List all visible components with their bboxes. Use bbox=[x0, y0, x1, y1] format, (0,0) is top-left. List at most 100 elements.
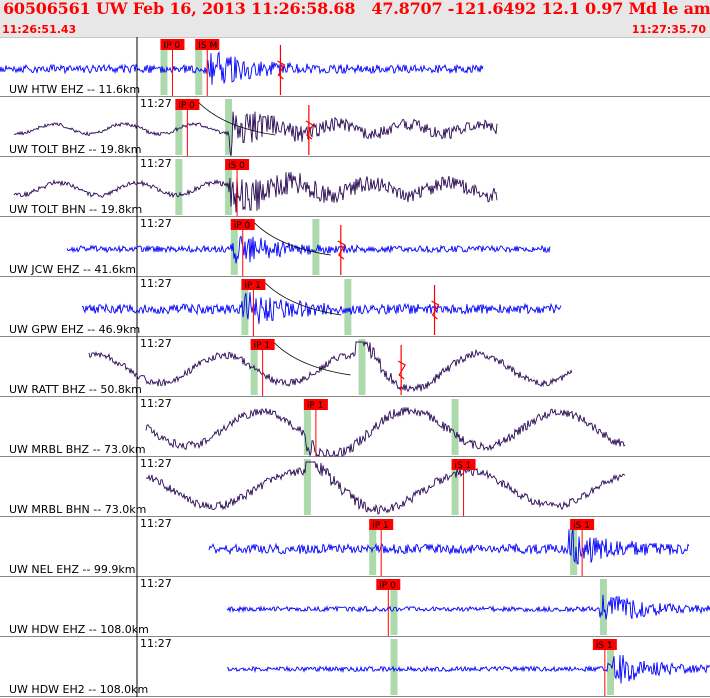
phase-pick[interactable]: iS 1 bbox=[451, 459, 476, 516]
pick-window bbox=[390, 639, 398, 695]
pick-label: iP 0 bbox=[178, 101, 195, 111]
minute-label: 11:27 bbox=[140, 397, 172, 410]
trace-row[interactable]: 11:27 iP 0 UW JCW EHZ -- 41.6km bbox=[0, 217, 710, 277]
phase-pick[interactable]: iP 0 bbox=[230, 219, 255, 276]
red-spike-wiggle bbox=[277, 60, 286, 80]
phase-pick[interactable]: iP 1 bbox=[369, 519, 394, 576]
station-label: UW MRBL BHZ -- 73.0km bbox=[9, 443, 146, 456]
station-label: UW HDW EHZ -- 108.0km bbox=[9, 623, 149, 636]
trace-row[interactable]: 11:27 iP 1 UW GPW EHZ -- 46.9km bbox=[0, 277, 710, 337]
travel-time-curve bbox=[195, 98, 276, 136]
pick-window bbox=[390, 579, 398, 635]
waveform bbox=[13, 172, 498, 213]
waveform bbox=[226, 654, 710, 684]
waveform bbox=[0, 50, 484, 85]
trace-row[interactable]: 11:27 iS 1 UW MRBL BHN -- 73.0km bbox=[0, 457, 710, 517]
phase-pick[interactable]: IS M bbox=[195, 39, 220, 96]
pick-label: IS M bbox=[198, 41, 217, 51]
waveform bbox=[66, 235, 551, 264]
phase-pick[interactable]: iP 1 bbox=[303, 399, 328, 456]
station-label: UW JCW EHZ -- 41.6km bbox=[9, 263, 136, 276]
pick-window bbox=[451, 459, 459, 515]
pick-window bbox=[195, 39, 203, 95]
pick-label: IP 0 bbox=[163, 41, 180, 51]
pick-flag bbox=[570, 519, 595, 530]
station-label: UW TOLT BHN -- 19.8km bbox=[9, 203, 142, 216]
pick-flag bbox=[175, 99, 200, 110]
pick-window bbox=[230, 219, 238, 275]
trace-row[interactable]: 11:27 iP 1 UW RATT BHZ -- 50.8km bbox=[0, 337, 710, 397]
waveform bbox=[145, 406, 626, 458]
station-label: UW HDW EH2 -- 108.0km bbox=[9, 683, 148, 696]
phase-pick[interactable]: IP 0 bbox=[160, 39, 185, 96]
phase-pick[interactable]: iS 1 bbox=[570, 519, 595, 576]
station-label: UW GPW EHZ -- 46.9km bbox=[9, 323, 140, 336]
red-spike-wiggle bbox=[431, 300, 440, 320]
trace-row[interactable]: 11:27 iP 0 UW HDW EHZ -- 108.0km bbox=[0, 577, 710, 637]
window-start-time: 11:26:51.43 bbox=[2, 23, 77, 36]
waveform bbox=[88, 340, 573, 393]
red-spike-wiggle bbox=[337, 240, 346, 260]
waveform bbox=[226, 594, 710, 620]
window-end-time: 11:27:35.70 bbox=[631, 23, 706, 36]
travel-time-curve bbox=[270, 338, 351, 376]
pick-flag bbox=[369, 519, 394, 530]
waveform bbox=[208, 528, 690, 565]
pick-window bbox=[607, 639, 615, 695]
pick-window bbox=[241, 279, 249, 335]
minute-label: 11:27 bbox=[140, 577, 172, 590]
waveform bbox=[145, 461, 626, 515]
pick-label: iP 0 bbox=[234, 221, 251, 231]
pick-flag bbox=[303, 399, 328, 410]
pick-label: iP 0 bbox=[379, 581, 396, 591]
pick-label: iS 1 bbox=[596, 641, 613, 651]
pick-window bbox=[369, 519, 377, 575]
minute-label: 11:27 bbox=[140, 277, 172, 290]
pick-flag bbox=[225, 159, 250, 170]
pick-window bbox=[312, 219, 320, 275]
pick-window bbox=[344, 279, 352, 335]
pick-label: iS 1 bbox=[455, 461, 472, 471]
pick-window bbox=[175, 159, 183, 215]
trace-row[interactable]: 11:27 iP 1 UW MRBL BHZ -- 73.0km bbox=[0, 397, 710, 458]
phase-pick[interactable]: iP 1 bbox=[250, 339, 275, 396]
pick-label: iS 0 bbox=[228, 161, 245, 171]
phase-pick[interactable]: iS 0 bbox=[225, 159, 250, 216]
trace-row[interactable]: 11:27 iS 0 UW TOLT BHN -- 19.8km bbox=[0, 157, 710, 217]
travel-time-curve bbox=[261, 278, 342, 316]
pick-window bbox=[160, 39, 168, 95]
minute-label: 11:27 bbox=[140, 157, 172, 170]
pick-flag bbox=[592, 639, 617, 650]
waveform bbox=[13, 111, 498, 157]
pick-flag bbox=[160, 39, 185, 50]
station-label: UW RATT BHZ -- 50.8km bbox=[9, 383, 142, 396]
station-label: UW TOLT BHZ -- 19.8km bbox=[9, 143, 142, 156]
trace-row[interactable]: 11:27 iS 1 UW HDW EH2 -- 108.0km bbox=[0, 637, 710, 697]
minute-label: 11:27 bbox=[140, 637, 172, 650]
phase-pick[interactable]: iP 0 bbox=[376, 579, 401, 636]
minute-label: 11:27 bbox=[140, 457, 172, 470]
pick-label: iS 1 bbox=[573, 521, 590, 531]
phase-pick[interactable]: iP 1 bbox=[241, 279, 266, 336]
trace-row[interactable]: 11:27 iP 1 iS 1 UW NEL EHZ -- 99.9km bbox=[0, 517, 710, 577]
event-title: 60506561 UW Feb 16, 2013 11:26:58.68 47.… bbox=[3, 0, 710, 18]
phase-pick[interactable]: iP 0 bbox=[175, 99, 200, 156]
pick-label: iP 1 bbox=[307, 401, 324, 411]
pick-window bbox=[303, 459, 311, 515]
phase-pick[interactable]: iS 1 bbox=[592, 639, 617, 696]
waveform bbox=[81, 292, 562, 324]
red-spike-wiggle bbox=[305, 120, 314, 140]
station-label: UW MRBL BHN -- 73.0km bbox=[9, 503, 146, 516]
trace-row[interactable]: 11:27 iP 0 UW TOLT BHZ -- 19.8km bbox=[0, 97, 710, 157]
pick-label: iP 1 bbox=[254, 341, 271, 351]
pick-window bbox=[303, 399, 311, 455]
red-spike-wiggle bbox=[397, 360, 406, 380]
trace-row[interactable]: IP 0 IS M UW HTW EHZ -- 11.6km bbox=[0, 37, 710, 97]
station-label: UW NEL EHZ -- 99.9km bbox=[9, 563, 136, 576]
minute-label: 11:27 bbox=[140, 97, 172, 110]
pick-flag bbox=[230, 219, 255, 230]
pick-window bbox=[175, 99, 183, 155]
event-header: 60506561 UW Feb 16, 2013 11:26:58.68 47.… bbox=[0, 0, 710, 38]
